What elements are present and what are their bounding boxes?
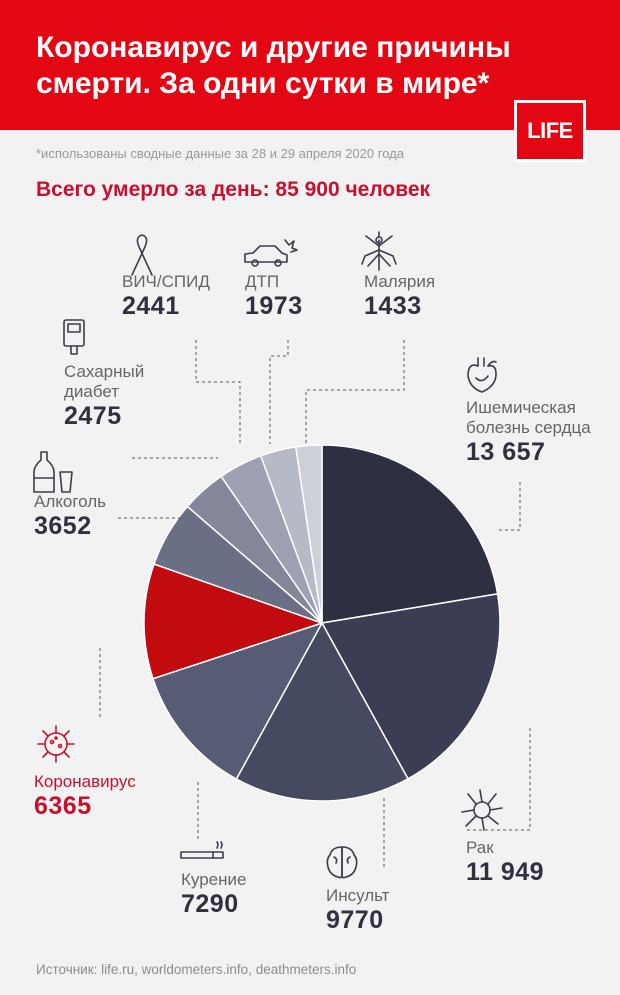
slice-name: Коронавирус xyxy=(34,772,136,791)
mosquito-icon xyxy=(361,231,397,271)
pie-slice-9 xyxy=(294,444,323,624)
pie-slice-1 xyxy=(320,593,501,780)
slice-label-2: Инсульт 9770 xyxy=(326,886,389,936)
slice-label-0: Ишемическая болезнь сердца 13 657 xyxy=(466,398,591,468)
slice-label-8: ДТП 1973 xyxy=(245,272,303,322)
slice-value: 2441 xyxy=(122,292,180,321)
leader-line-9 xyxy=(305,340,405,444)
slice-name: ДТП xyxy=(245,272,280,291)
slice-name: ВИЧ/СПИД xyxy=(122,272,210,291)
slice-value: 1433 xyxy=(364,292,422,321)
bottle-icon xyxy=(33,451,73,493)
pie-slice-3 xyxy=(151,621,324,781)
ribbon-icon xyxy=(131,234,153,276)
slice-name: Инсульт xyxy=(326,886,390,905)
car-crash-icon xyxy=(244,239,298,267)
slice-name: Курение xyxy=(181,870,247,889)
slice-name: Рак xyxy=(466,838,494,857)
slice-label-3: Курение 7290 xyxy=(181,870,246,920)
pie-slice-0 xyxy=(321,444,499,624)
pie-slice-2 xyxy=(235,621,410,802)
source-note: Источник: life.ru, worldometers.info, de… xyxy=(36,962,357,977)
slice-value: 3652 xyxy=(34,512,92,541)
slice-value: 7290 xyxy=(181,890,239,919)
slice-label-5: Алкоголь 3652 xyxy=(34,492,106,542)
pie-slice-4 xyxy=(143,563,325,680)
slice-label-1: Рак 11 949 xyxy=(466,838,544,888)
slice-value: 6365 xyxy=(34,792,92,821)
slice-value: 11 949 xyxy=(466,858,545,887)
slice-name: Малярия xyxy=(364,272,436,291)
slice-value: 9770 xyxy=(326,906,384,935)
leader-line-0 xyxy=(497,482,521,531)
cancer-cell-icon xyxy=(461,789,503,831)
slice-label-7: ВИЧ/СПИД 2441 xyxy=(122,272,210,322)
heart-icon xyxy=(467,357,497,393)
slice-name: Ишемическая xyxy=(466,398,576,417)
glucometer-icon xyxy=(63,319,85,355)
pie-slices xyxy=(143,444,501,802)
slice-value: 13 657 xyxy=(466,438,546,467)
life-logo: LIFE xyxy=(514,100,586,162)
leader-line-1 xyxy=(466,728,531,831)
header-bar: Коронавирус и другие причины смерти. За … xyxy=(0,0,620,130)
leader-line-7 xyxy=(195,340,241,446)
slice-value: 2475 xyxy=(64,402,122,431)
leader-lines xyxy=(99,340,531,868)
page-title: Коронавирус и другие причины смерти. За … xyxy=(36,31,511,100)
slice-value: 1973 xyxy=(245,292,303,321)
icons xyxy=(33,231,503,879)
coronavirus-icon xyxy=(37,725,75,763)
slice-name: диабет xyxy=(64,382,120,402)
cigarette-icon xyxy=(180,841,224,859)
slice-label-4: Коронавирус 6365 xyxy=(34,772,136,822)
slice-name: Алкоголь xyxy=(34,492,107,511)
leader-line-8 xyxy=(269,340,289,444)
slice-label-6: Сахарный диабет 2475 xyxy=(64,362,144,432)
slice-name: болезнь сердца xyxy=(466,418,591,438)
total-deaths: Всего умерло за день: 85 900 человек xyxy=(36,178,431,201)
brain-icon xyxy=(326,846,358,879)
slice-name: Сахарный xyxy=(64,362,145,381)
footnote: *использованы сводные данные за 28 и 29 … xyxy=(36,146,404,161)
slice-label-9: Малярия 1433 xyxy=(364,272,435,322)
